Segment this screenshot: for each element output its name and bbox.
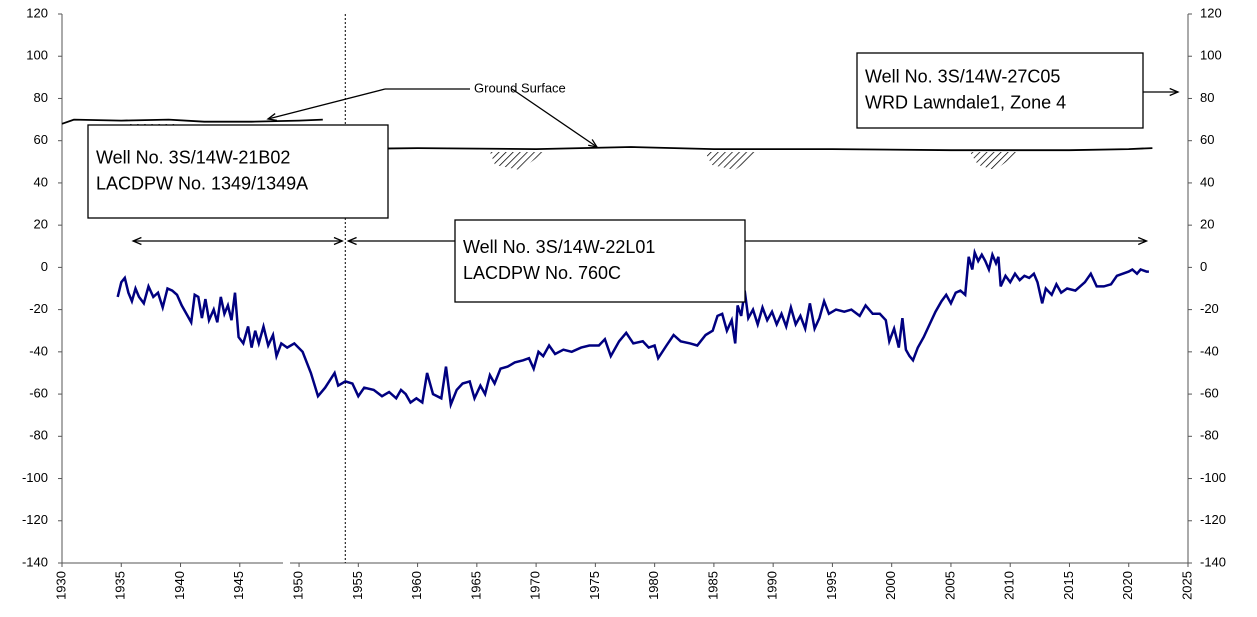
box-text: LACDPW No. 760C bbox=[463, 263, 621, 283]
x-tick-label: 1965 bbox=[468, 571, 483, 600]
y2-tick-label: -40 bbox=[1200, 343, 1219, 358]
y-tick-label: 100 bbox=[26, 48, 48, 63]
y2-tick-label: 80 bbox=[1200, 90, 1214, 105]
box-text: WRD Lawndale1, Zone 4 bbox=[865, 92, 1066, 112]
box bbox=[87, 124, 389, 219]
x-tick-label: 1990 bbox=[765, 571, 780, 600]
x-tick-label: 2010 bbox=[1002, 571, 1017, 600]
x-tick-label: 1935 bbox=[113, 571, 128, 600]
arrow-head bbox=[1169, 87, 1180, 97]
x-tick-label: 1970 bbox=[528, 571, 543, 600]
x-tick-label: 1960 bbox=[409, 571, 424, 600]
y-tick-label: 20 bbox=[34, 217, 48, 232]
box-text: LACDPW No. 1349/1349A bbox=[96, 173, 308, 193]
y2-tick-label: -140 bbox=[1200, 554, 1226, 569]
y-tick-label: -20 bbox=[29, 301, 48, 316]
y2-tick-label: 100 bbox=[1200, 48, 1222, 63]
y2-tick-label: 40 bbox=[1200, 174, 1214, 189]
series-line bbox=[116, 247, 1149, 410]
y-tick-label: -40 bbox=[29, 343, 48, 358]
y-tick-label: -60 bbox=[29, 386, 48, 401]
x-tick-label: 1975 bbox=[587, 571, 602, 600]
x-tick-label: 2025 bbox=[1179, 571, 1194, 600]
arrow bbox=[511, 88, 599, 148]
x-tick-label: 1930 bbox=[53, 571, 68, 600]
y2-tick-label: -100 bbox=[1200, 470, 1226, 485]
arrow-head bbox=[333, 236, 344, 246]
x-tick-label: 1985 bbox=[705, 571, 720, 600]
x-tick-label: 1955 bbox=[350, 571, 365, 600]
well-box: Well No. 3S/14W-21B02 LACDPW No. 1349/134… bbox=[87, 124, 389, 219]
y2-tick-label: 0 bbox=[1200, 259, 1207, 274]
x-tick-label: 1995 bbox=[824, 571, 839, 600]
x-tick-label: 2005 bbox=[942, 571, 957, 600]
y-tick-label: -80 bbox=[29, 428, 48, 443]
x-tick-label: 2020 bbox=[1120, 571, 1135, 600]
y2-tick-label: -60 bbox=[1200, 386, 1219, 401]
hatch bbox=[705, 152, 760, 170]
series-line bbox=[61, 118, 1153, 152]
box-text: Well No. 3S/14W-21B02 bbox=[96, 147, 290, 167]
arrow-head bbox=[588, 139, 599, 148]
y2-tick-label: -20 bbox=[1200, 301, 1219, 316]
x-tick-label: 1950 bbox=[290, 571, 305, 600]
y-tick-label: -120 bbox=[22, 512, 48, 527]
x-tick-label: 1980 bbox=[646, 571, 661, 600]
arrow-head bbox=[1137, 236, 1149, 246]
arrow-shaft bbox=[267, 88, 386, 120]
x-tick-label: 2000 bbox=[883, 571, 898, 600]
arrow-head bbox=[266, 113, 277, 121]
y2-tick-label: -80 bbox=[1200, 428, 1219, 443]
y2-tick-label: 20 bbox=[1200, 217, 1214, 232]
box-text: Well No. 3S/14W-27C05 bbox=[865, 66, 1060, 86]
well-box: Well No. 3S/14W-22L01 LACDPW No. 760C bbox=[454, 219, 746, 303]
y2-tick-label: -120 bbox=[1200, 512, 1226, 527]
y-tick-label: 40 bbox=[34, 174, 48, 189]
y-tick-label: 0 bbox=[41, 259, 48, 274]
arrow bbox=[266, 88, 386, 121]
y-tick-label: 60 bbox=[34, 132, 48, 147]
ground-surface-label: Ground Surface bbox=[474, 80, 566, 95]
box bbox=[454, 219, 746, 303]
arrow bbox=[1143, 87, 1180, 97]
hatch bbox=[970, 152, 1020, 170]
x-tick-label: 1945 bbox=[231, 571, 246, 600]
hatch bbox=[490, 152, 545, 170]
box-text: Well No. 3S/14W-22L01 bbox=[463, 237, 655, 257]
y-tick-label: -100 bbox=[22, 470, 48, 485]
arrow-head bbox=[346, 236, 357, 246]
y-tick-label: 80 bbox=[34, 90, 48, 105]
y2-tick-label: 60 bbox=[1200, 132, 1214, 147]
arrow-shaft bbox=[511, 88, 598, 148]
y2-tick-label: 120 bbox=[1200, 5, 1222, 20]
well-box: Well No. 3S/14W-27C05 WRD Lawndale1, Zone… bbox=[856, 52, 1144, 129]
y-tick-label: -140 bbox=[22, 554, 48, 569]
arrow bbox=[131, 236, 344, 246]
x-tick-label: 1940 bbox=[172, 571, 187, 600]
x-tick-label: 2015 bbox=[1061, 571, 1076, 600]
box bbox=[856, 52, 1144, 129]
arrow-head bbox=[131, 236, 142, 246]
y-tick-label: 120 bbox=[26, 5, 48, 20]
